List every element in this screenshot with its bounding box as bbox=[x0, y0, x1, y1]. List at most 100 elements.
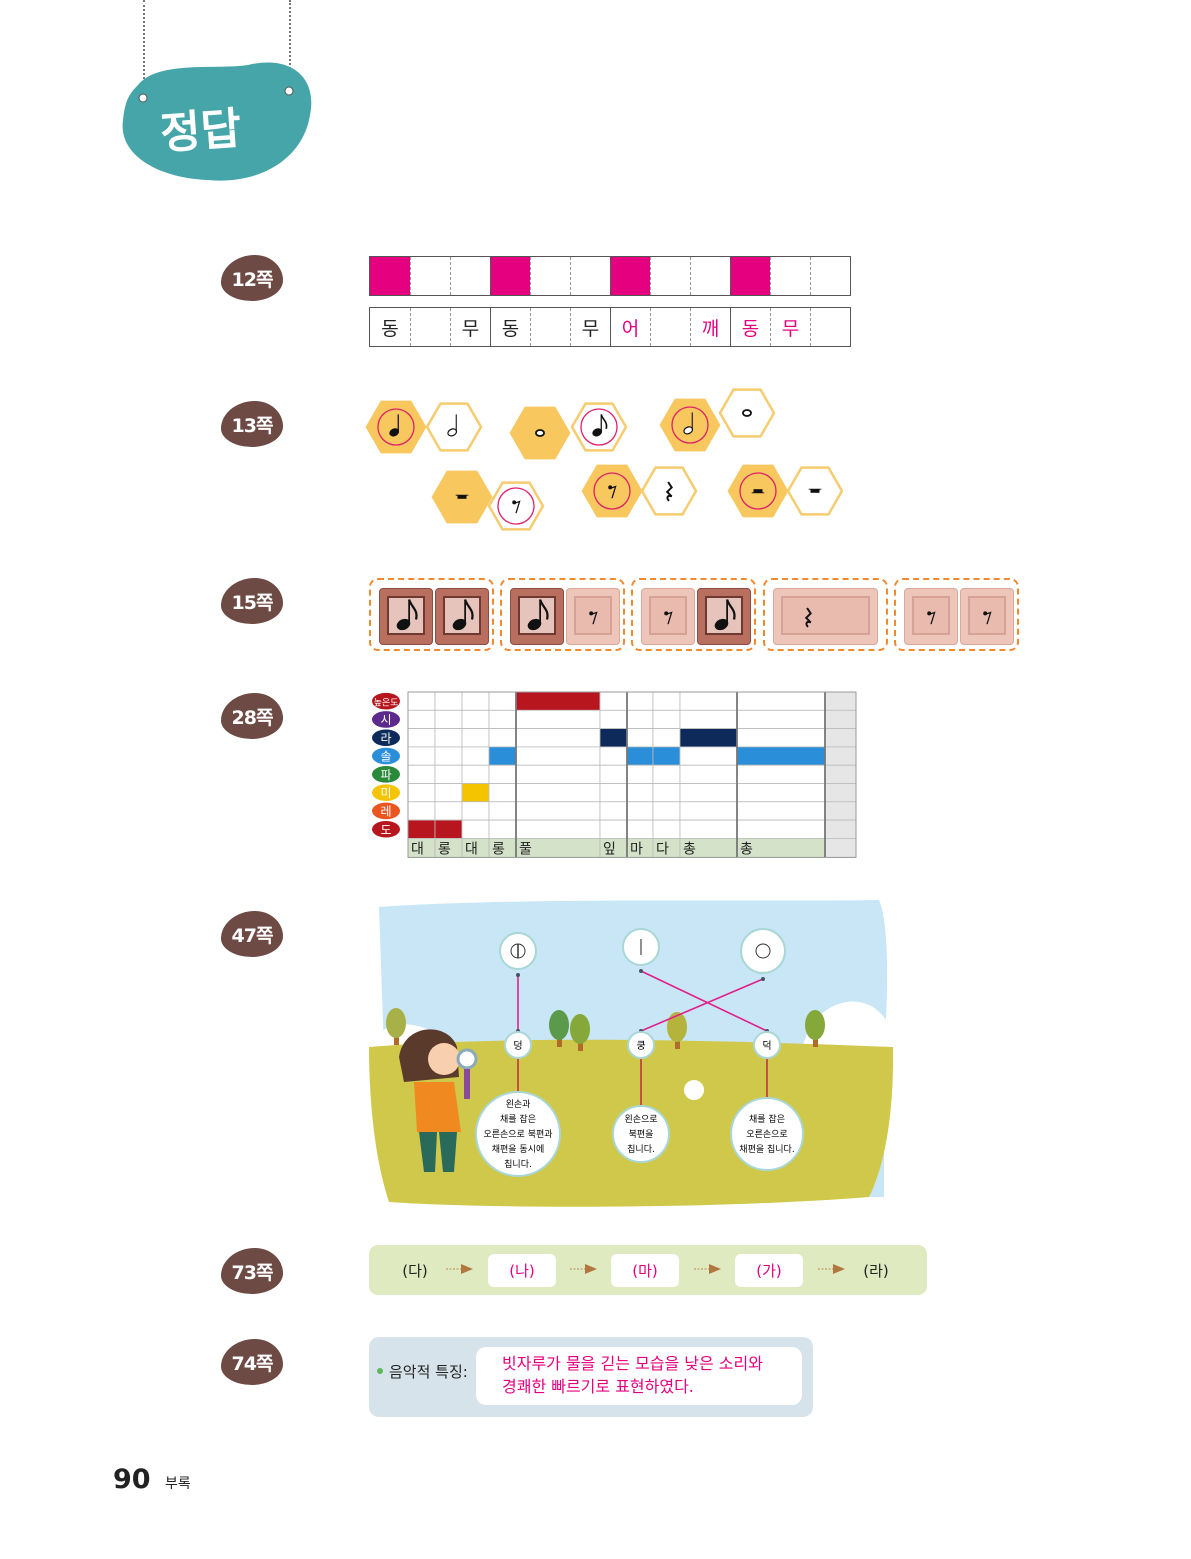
rhythm-card bbox=[510, 588, 564, 645]
grid-cell bbox=[488, 819, 517, 839]
answer-line: 빗자루가 물을 긷는 모습을 낮은 소리와 bbox=[502, 1354, 763, 1373]
sequence-item: (라) bbox=[863, 1262, 889, 1280]
half-rest-icon bbox=[751, 489, 765, 494]
sequence-item: (마) bbox=[611, 1254, 679, 1287]
eighth-note-icon bbox=[396, 599, 418, 631]
grid-cell bbox=[461, 819, 490, 839]
grid-cell bbox=[434, 783, 463, 803]
grid-cell bbox=[407, 746, 436, 766]
svg-text:채를 잡은: 채를 잡은 bbox=[500, 1113, 536, 1125]
sound-circle bbox=[627, 1031, 655, 1059]
grid-cell bbox=[736, 819, 826, 839]
eighth-note-icon bbox=[714, 599, 736, 631]
grid-cell bbox=[599, 801, 628, 821]
answer-line: 경쾌한 빠르기로 표현하였다. bbox=[502, 1377, 694, 1396]
syllable-cell: 동 bbox=[381, 317, 399, 340]
svg-text:칩니다.: 칩니다. bbox=[504, 1159, 532, 1170]
grid-cell bbox=[679, 691, 738, 711]
grid-cell bbox=[824, 764, 857, 784]
arrow-right-icon bbox=[818, 1264, 845, 1274]
grid-cell bbox=[679, 801, 738, 821]
notation-circle bbox=[740, 928, 786, 974]
section-badge-28: 28쪽 bbox=[221, 693, 283, 739]
eighth-rest-icon bbox=[512, 500, 521, 514]
grid-cell bbox=[407, 691, 436, 711]
lyric-text: 대 bbox=[465, 841, 478, 857]
note-block bbox=[652, 746, 681, 766]
grid-cell bbox=[407, 709, 436, 729]
answer-circle bbox=[739, 472, 777, 510]
grid-cell bbox=[652, 801, 681, 821]
lyric-text: 총 bbox=[683, 841, 696, 857]
feature-label: 음악적 특징: bbox=[389, 1363, 468, 1381]
eighth-note-icon bbox=[592, 414, 608, 437]
svg-text:라: 라 bbox=[380, 731, 391, 745]
hexagon bbox=[365, 400, 427, 454]
grid-cell bbox=[736, 801, 826, 821]
sound-circle bbox=[504, 1031, 532, 1059]
svg-text:파: 파 bbox=[380, 768, 391, 782]
whole-note-icon bbox=[535, 429, 545, 437]
rhythm-card bbox=[697, 588, 751, 645]
hanging-string bbox=[289, 0, 291, 88]
svg-text:오른손으로 북편과: 오른손으로 북편과 bbox=[483, 1128, 552, 1140]
svg-text:채를 잡은: 채를 잡은 bbox=[749, 1113, 785, 1125]
rhythm-card bbox=[379, 588, 433, 645]
answer-circle bbox=[593, 472, 631, 510]
grid-cell bbox=[434, 764, 463, 784]
svg-text:미: 미 bbox=[380, 786, 391, 800]
lyric-text: 롱 bbox=[492, 841, 505, 857]
grid-cell bbox=[488, 783, 517, 803]
grid-cell bbox=[679, 709, 738, 729]
rhythm-cell bbox=[370, 257, 410, 295]
syllable-cell: 무 bbox=[570, 308, 610, 346]
grid-cell bbox=[824, 709, 857, 729]
girl-with-magnifier-illustration bbox=[399, 1029, 478, 1172]
grid-cell bbox=[407, 783, 436, 803]
grid-cell bbox=[824, 691, 857, 711]
sequence-item: (나) bbox=[488, 1254, 556, 1287]
note-block bbox=[407, 819, 436, 839]
syllable-cell: 동 bbox=[730, 308, 770, 346]
lyric-text: 대 bbox=[411, 841, 424, 857]
eighth-rest-icon bbox=[927, 611, 936, 625]
syllable-cell: 무 bbox=[450, 308, 490, 346]
lyric-text: 총 bbox=[740, 841, 753, 857]
svg-text:채편을 동시에: 채편을 동시에 bbox=[492, 1143, 545, 1155]
svg-text:덕: 덕 bbox=[762, 1040, 771, 1052]
rhythm-card bbox=[960, 588, 1014, 645]
whole-rest-icon bbox=[455, 494, 469, 499]
pitch-label: 라 bbox=[372, 729, 400, 747]
footer-section: 부록 bbox=[165, 1476, 191, 1492]
svg-text:덩: 덩 bbox=[513, 1040, 522, 1052]
note-block bbox=[679, 728, 738, 748]
arrow-right-icon bbox=[446, 1264, 473, 1274]
pitch-label: 레 bbox=[372, 802, 400, 820]
pitch-label: 높은도 bbox=[372, 692, 400, 710]
grid-cell bbox=[736, 728, 826, 748]
half-note-icon bbox=[683, 412, 694, 435]
syllable-cell bbox=[810, 308, 850, 346]
match-line bbox=[640, 978, 764, 1032]
svg-text:쿵: 쿵 bbox=[636, 1040, 645, 1052]
svg-text:채편을 칩니다.: 채편을 칩니다. bbox=[739, 1143, 794, 1155]
grid-cell bbox=[488, 709, 517, 729]
eighth-rest-icon bbox=[983, 611, 992, 625]
syllable-cell: 무 bbox=[770, 308, 810, 346]
rhythm-cell bbox=[810, 257, 850, 295]
grid-cell bbox=[652, 783, 681, 803]
grid-cell bbox=[626, 783, 654, 803]
grid-cell bbox=[652, 728, 681, 748]
note-block bbox=[434, 819, 463, 839]
pitch-chart: 높은도 시 라 솔 파 미 레 도 대 롱 대 롱 풀 잎 마 다 총 총 bbox=[370, 691, 860, 865]
note-block bbox=[488, 746, 517, 766]
description-circle bbox=[612, 1105, 670, 1163]
grid-cell bbox=[434, 709, 463, 729]
rhythm-group bbox=[894, 578, 1019, 651]
grid-cell bbox=[599, 783, 628, 803]
half-note-icon bbox=[447, 414, 458, 437]
lyric-text: 마 bbox=[630, 841, 643, 857]
description-circle bbox=[475, 1091, 561, 1177]
